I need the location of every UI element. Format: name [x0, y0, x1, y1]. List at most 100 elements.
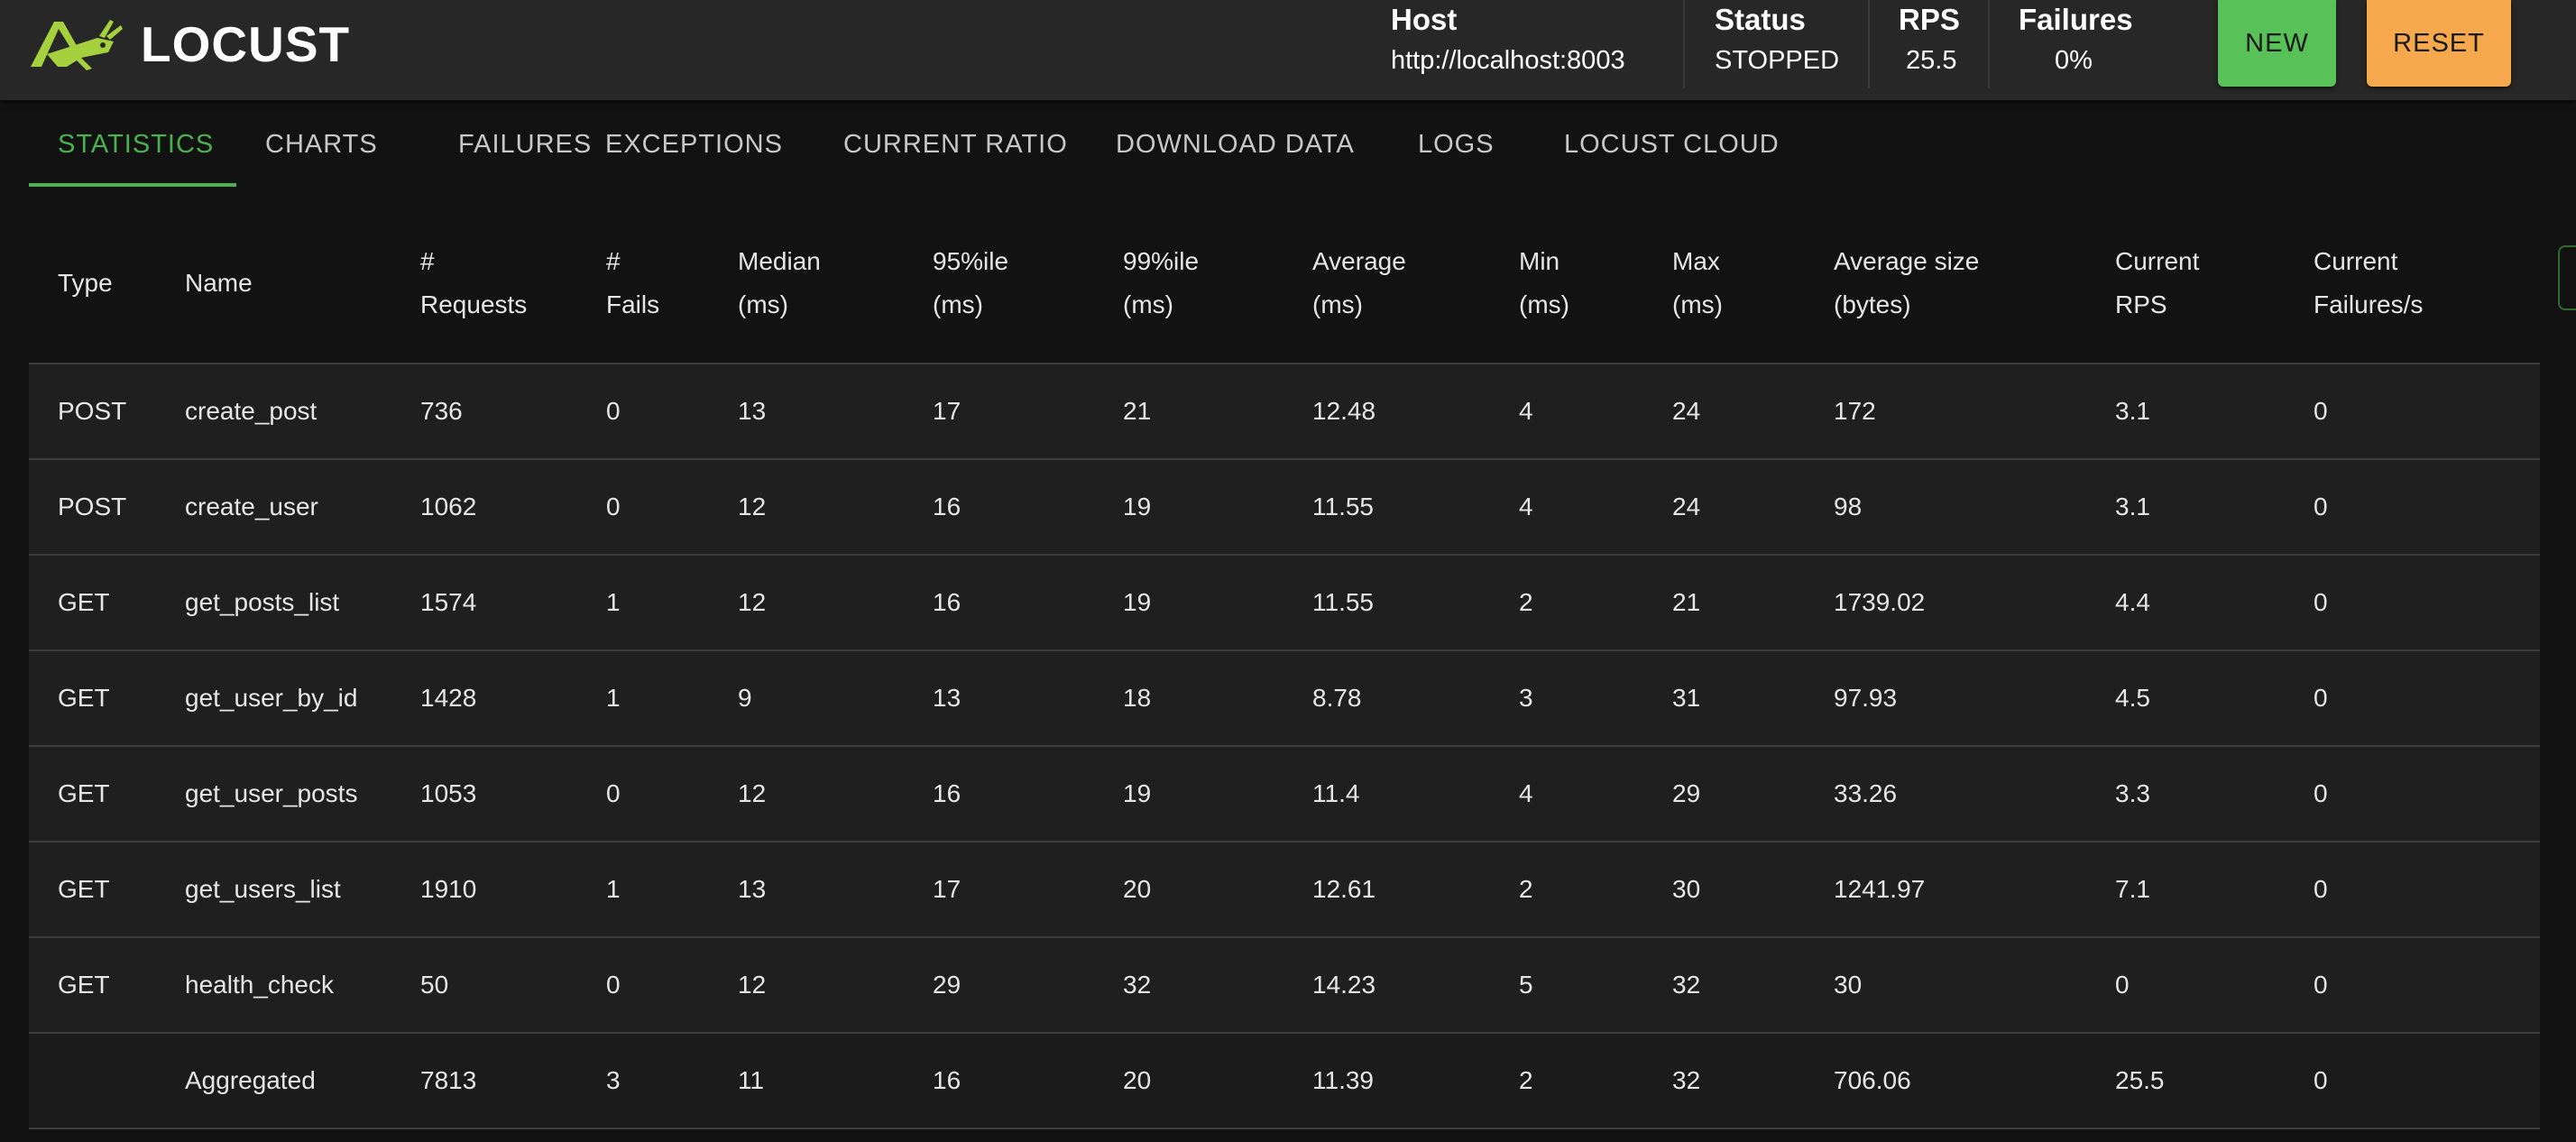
cell-current-rps: 3.1	[2115, 397, 2150, 425]
column-header-line: Average	[1312, 247, 1406, 275]
side-panel-handle[interactable]	[2558, 245, 2576, 310]
cell-median: 9	[738, 684, 752, 712]
header-divider	[1988, 0, 1990, 88]
cell-current-failures: 0	[2314, 588, 2328, 616]
cell-type: GET	[58, 875, 110, 903]
cell-average: 12.48	[1312, 397, 1376, 425]
column-header-line: (ms)	[933, 290, 983, 318]
cell-name: create_post	[185, 397, 317, 425]
table-row: POST create_post 736 0 13 17 21 12.48 4 24 172 3.1 0	[29, 364, 2540, 460]
cell-max: 29	[1672, 779, 1701, 807]
table-row: GET get_posts_list 1574 1 12 16 19 11.55 2 21 1739…	[29, 556, 2540, 651]
cell-avg-size: 98	[1834, 493, 1863, 520]
cell-name: health_check	[185, 971, 335, 999]
column-header-type[interactable]: Type	[58, 262, 113, 305]
column-header-p95[interactable]: 95%ile (ms)	[933, 240, 1008, 327]
cell-average: 11.4	[1312, 779, 1360, 807]
column-header-max[interactable]: Max (ms)	[1672, 240, 1723, 327]
column-header-min[interactable]: Min (ms)	[1519, 240, 1569, 327]
tab-current-ratio[interactable]: CURRENT RATIO	[843, 130, 1068, 159]
cell-name: get_users_list	[185, 875, 341, 903]
cell-p99: 20	[1123, 875, 1152, 903]
cell-avg-size: 30	[1834, 971, 1863, 999]
reset-button[interactable]: RESET	[2367, 0, 2511, 87]
cell-min: 2	[1519, 588, 1533, 616]
table-row: GET get_users_list 1910 1 13 17 20 12.61 2 30 1241…	[29, 843, 2540, 938]
tab-locust-cloud[interactable]: LOCUST CLOUD	[1564, 130, 1780, 159]
cell-current-failures: 0	[2314, 971, 2328, 999]
cell-requests: 50	[420, 971, 449, 999]
cell-p95: 16	[933, 779, 961, 807]
cell-type: GET	[58, 971, 110, 999]
header-divider	[1683, 0, 1685, 88]
column-header-line: (bytes)	[1834, 290, 1911, 318]
cell-median: 12	[738, 493, 767, 520]
tab-charts[interactable]: CHARTS	[265, 130, 378, 159]
cell-min: 4	[1519, 493, 1533, 520]
logo-text: LOCUST	[141, 15, 351, 72]
locust-logo[interactable]: LOCUST	[27, 16, 350, 72]
column-header-avg-size[interactable]: Average size (bytes)	[1834, 240, 1979, 327]
cell-max: 24	[1672, 493, 1701, 520]
new-button[interactable]: NEW	[2218, 0, 2336, 87]
column-header-line: (ms)	[738, 290, 788, 318]
header-divider	[1868, 0, 1870, 88]
column-header-requests[interactable]: # Requests	[420, 240, 527, 327]
column-header-name[interactable]: Name	[185, 262, 253, 305]
active-tab-indicator	[29, 183, 236, 187]
column-header-p99[interactable]: 99%ile (ms)	[1123, 240, 1199, 327]
cell-max: 30	[1672, 875, 1701, 903]
cell-average: 14.23	[1312, 971, 1376, 999]
host-label: Host	[1391, 3, 1458, 36]
cell-max: 32	[1672, 1066, 1701, 1094]
table-row: POST create_user 1062 0 12 16 19 11.55 4 24 98 3.1 0	[29, 460, 2540, 556]
tab-download-data[interactable]: DOWNLOAD DATA	[1116, 130, 1355, 159]
column-header-line: Failures/s	[2314, 290, 2424, 318]
cell-current-rps: 7.1	[2115, 875, 2150, 903]
cell-avg-size: 33.26	[1834, 779, 1898, 807]
cell-avg-size: 172	[1834, 397, 1876, 425]
cell-current-failures: 0	[2314, 397, 2328, 425]
cell-average: 11.55	[1312, 588, 1374, 616]
table-row: GET get_user_by_id 1428 1 9 13 18 8.78 3 31 97.93 4…	[29, 651, 2540, 747]
column-header-line: (ms)	[1672, 290, 1723, 318]
column-header-line: 95%ile	[933, 247, 1009, 275]
cell-p99: 32	[1123, 971, 1152, 999]
cell-current-rps: 3.1	[2115, 493, 2150, 520]
cell-current-rps: 0	[2115, 971, 2130, 999]
cell-requests: 1062	[420, 493, 477, 520]
cell-type: POST	[58, 397, 127, 425]
cell-name: get_user_posts	[185, 779, 358, 807]
rps-label: RPS	[1899, 3, 1960, 36]
column-header-fails[interactable]: # Fails	[606, 240, 659, 327]
status-value: STOPPED	[1715, 46, 1840, 75]
cell-min: 4	[1519, 397, 1533, 425]
column-header-current-rps[interactable]: Current RPS	[2115, 240, 2199, 327]
tab-statistics[interactable]: STATISTICS	[58, 130, 215, 159]
cell-p95: 16	[933, 588, 961, 616]
cell-fails: 0	[606, 971, 621, 999]
cell-min: 3	[1519, 684, 1533, 712]
cell-requests: 1053	[420, 779, 477, 807]
cell-max: 21	[1672, 588, 1701, 616]
tab-failures[interactable]: FAILURES	[458, 130, 593, 159]
cell-fails: 1	[606, 684, 621, 712]
cell-current-rps: 3.3	[2115, 779, 2150, 807]
cell-current-failures: 0	[2314, 1066, 2328, 1094]
column-header-median[interactable]: Median (ms)	[738, 240, 821, 327]
cell-p99: 19	[1123, 588, 1152, 616]
column-header-current-failures[interactable]: Current Failures/s	[2314, 240, 2423, 327]
cell-max: 32	[1672, 971, 1701, 999]
column-header-line: Requests	[420, 290, 528, 318]
cell-average: 8.78	[1312, 684, 1362, 712]
table-header: Type Name # Requests # Fails Median (ms) 95%ile (…	[29, 207, 2540, 364]
cell-p99: 19	[1123, 493, 1152, 520]
cell-name: create_user	[185, 493, 318, 520]
cell-avg-size: 97.93	[1834, 684, 1898, 712]
column-header-line: (ms)	[1519, 290, 1569, 318]
tab-logs[interactable]: LOGS	[1418, 130, 1495, 159]
column-header-line: Min	[1519, 247, 1560, 275]
column-header-average[interactable]: Average (ms)	[1312, 240, 1406, 327]
cell-min: 4	[1519, 779, 1533, 807]
tab-exceptions[interactable]: EXCEPTIONS	[605, 130, 783, 159]
